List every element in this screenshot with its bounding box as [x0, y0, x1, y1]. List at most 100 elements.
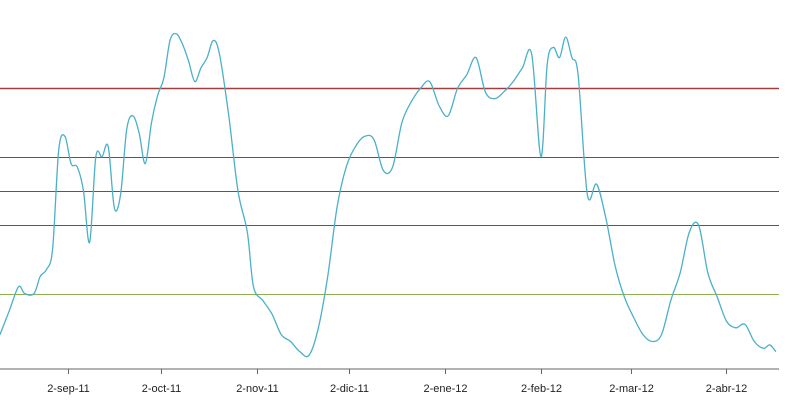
data-point [762, 347, 765, 350]
data-point [447, 114, 450, 117]
data-point [70, 162, 73, 165]
data-point [564, 36, 567, 39]
data-point [465, 73, 468, 76]
data-point [632, 316, 635, 319]
data-point [162, 77, 165, 80]
data-point [252, 285, 255, 288]
data-point [169, 39, 172, 42]
data-point [484, 90, 487, 93]
data-point [193, 80, 196, 83]
data-point [716, 296, 719, 299]
data-point [57, 149, 60, 152]
data-point [45, 268, 48, 271]
data-point [8, 309, 11, 312]
x-tick-label: 2-feb-12 [521, 383, 562, 395]
data-point [679, 272, 682, 275]
data-point [493, 97, 496, 100]
x-tick-label: 2-dic-11 [330, 383, 369, 395]
data-point [688, 231, 691, 234]
data-point [570, 56, 573, 59]
x-axis-ticks: 2-sep-11 2-oct-11 2-nov-11 2-dic-11 2-ene-12… [47, 369, 747, 395]
data-point [144, 162, 147, 165]
data-point [651, 340, 654, 343]
data-point [502, 90, 505, 93]
data-point [697, 224, 700, 227]
data-point [586, 193, 589, 196]
data-point [335, 207, 338, 210]
data-point [206, 56, 209, 59]
data-point [595, 183, 598, 186]
data-point [187, 60, 190, 63]
data-point [0, 333, 2, 336]
data-point [774, 350, 777, 353]
data-point [138, 131, 141, 134]
data-point [88, 241, 91, 244]
data-point [119, 193, 122, 196]
data-point [23, 292, 26, 295]
data-point [734, 326, 737, 329]
data-point [271, 313, 274, 316]
data-point [212, 39, 215, 42]
data-point [227, 114, 230, 117]
data-point [218, 53, 221, 56]
data-point [530, 53, 533, 56]
x-tick-label: 2-nov-11 [236, 383, 279, 395]
data-point [614, 265, 617, 268]
data-point [150, 121, 153, 124]
data-point [131, 114, 134, 117]
data-point [181, 42, 184, 45]
data-point [373, 138, 376, 141]
data-point [456, 87, 459, 90]
data-point [63, 135, 66, 138]
series-line [0, 32, 777, 358]
data-point [604, 217, 607, 220]
data-point [308, 354, 311, 357]
data-point [382, 169, 385, 172]
data-point [261, 299, 264, 302]
data-point [540, 155, 543, 158]
data-point [642, 333, 645, 336]
data-point [552, 46, 555, 49]
data-point [669, 299, 672, 302]
data-point [419, 87, 422, 90]
data-point [246, 231, 249, 234]
series-points [0, 32, 777, 357]
data-point [326, 275, 329, 278]
data-point [280, 333, 283, 336]
data-point [39, 275, 42, 278]
data-point [289, 340, 292, 343]
data-point [744, 323, 747, 326]
data-point [410, 101, 413, 104]
data-point [512, 80, 515, 83]
data-point [33, 292, 36, 295]
data-point [298, 350, 301, 353]
data-point [113, 207, 116, 210]
data-point [725, 320, 728, 323]
data-point [753, 340, 756, 343]
data-point [546, 63, 549, 66]
data-point [76, 166, 79, 169]
data-point [521, 66, 524, 69]
x-tick-label: 2-abr-12 [706, 383, 748, 395]
data-point [577, 73, 580, 76]
data-point [438, 104, 441, 107]
data-point [237, 190, 240, 193]
data-point [400, 121, 403, 124]
data-point [51, 248, 54, 251]
data-point [354, 145, 357, 148]
x-tick-label: 2-oct-11 [142, 383, 182, 395]
data-point [125, 128, 128, 131]
data-point [706, 272, 709, 275]
data-point [317, 326, 320, 329]
data-point [475, 56, 478, 59]
data-point [94, 155, 97, 158]
data-point [363, 135, 366, 138]
data-point [428, 80, 431, 83]
data-point [107, 145, 110, 148]
x-tick-label: 2-ene-12 [423, 383, 467, 395]
data-point [175, 32, 178, 35]
data-point [623, 296, 626, 299]
x-tick-label: 2-mar-12 [609, 383, 654, 395]
data-point [345, 166, 348, 169]
